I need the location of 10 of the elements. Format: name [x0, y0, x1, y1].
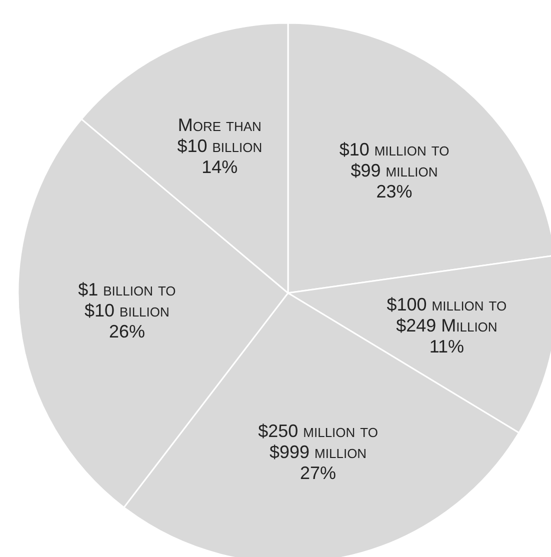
data-label: 23%	[376, 182, 412, 202]
data-label: 11%	[429, 336, 464, 357]
slice-label: $250 million to $999 million	[258, 421, 378, 462]
slice-label: More than $10 billion	[177, 115, 262, 156]
slice-label: $1 billion to $10 billion	[78, 280, 176, 321]
slice-label: $100 million to $249 Million	[386, 294, 507, 336]
data-label: 14%	[202, 157, 238, 178]
data-label: 27%	[300, 463, 336, 484]
data-label: 26%	[108, 322, 145, 342]
slice-label: $10 million to $99 million	[339, 140, 450, 181]
